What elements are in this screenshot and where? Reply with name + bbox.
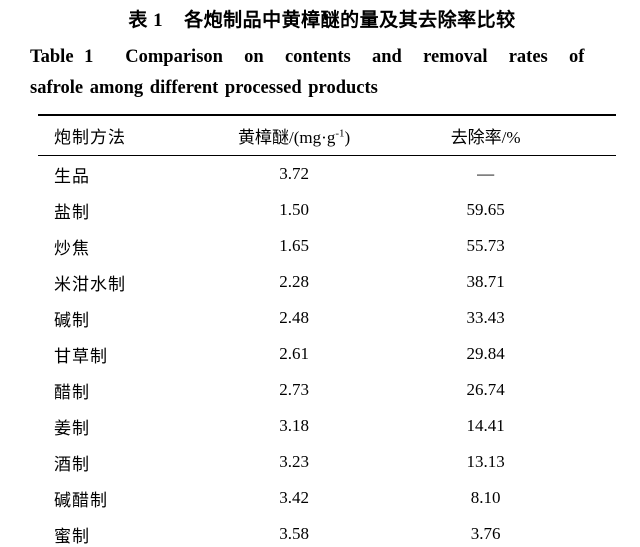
cell-removal: 3.76 xyxy=(470,524,501,543)
cell-method: 酒制 xyxy=(54,454,90,474)
cell-safrole: 2.48 xyxy=(279,308,309,327)
header-safrole-prefix: 黄樟醚/(mg·g xyxy=(238,128,336,147)
cell-removal: 8.10 xyxy=(470,488,501,507)
header-method: 炮制方法 xyxy=(54,128,126,147)
cell-method: 生品 xyxy=(54,166,90,186)
cell-safrole: 3.72 xyxy=(279,164,309,183)
cell-removal: 14.41 xyxy=(466,416,505,435)
safrole-comparison-table: 炮制方法 黄樟醚/(mg·g-1) 去除率/% 生品 3.72 — 盐制 1.50 59.… xyxy=(38,114,616,547)
cell-method: 碱醋制 xyxy=(54,490,108,510)
cell-method: 米泔水制 xyxy=(54,274,126,294)
cell-safrole: 3.58 xyxy=(279,524,309,543)
table-row: 炒焦 1.65 55.73 xyxy=(38,228,616,264)
table-row: 盐制 1.50 59.65 xyxy=(38,192,616,228)
cell-removal: 55.73 xyxy=(466,236,505,255)
table-title-english-line2: safrole among different processed produc… xyxy=(30,78,378,98)
table-row: 米泔水制 2.28 38.71 xyxy=(38,264,616,300)
cell-method: 甘草制 xyxy=(54,346,108,366)
table-row: 酒制 3.23 13.13 xyxy=(38,444,616,480)
table-title-english: Table 1 Comparison on contents and remov… xyxy=(30,42,614,104)
header-removal: 去除率/% xyxy=(450,128,521,147)
table-title-english-line1: Table 1 Comparison on contents and remov… xyxy=(30,47,585,67)
table-header: 炮制方法 黄樟醚/(mg·g-1) 去除率/% xyxy=(38,115,616,156)
cell-safrole: 3.42 xyxy=(279,488,309,507)
cell-removal: 59.65 xyxy=(466,200,505,219)
table-row: 碱醋制 3.42 8.10 xyxy=(38,480,616,516)
cell-removal: — xyxy=(477,164,495,183)
cell-safrole: 3.18 xyxy=(279,416,309,435)
cell-safrole: 2.28 xyxy=(279,272,309,291)
cell-safrole: 2.73 xyxy=(279,380,309,399)
header-safrole-suffix: ) xyxy=(344,128,351,147)
table-row: 甘草制 2.61 29.84 xyxy=(38,336,616,372)
table-row: 生品 3.72 — xyxy=(38,156,616,193)
cell-safrole: 1.50 xyxy=(279,200,309,219)
cell-safrole: 2.61 xyxy=(279,344,309,363)
table-row: 蜜制 3.58 3.76 xyxy=(38,516,616,547)
table-row: 姜制 3.18 14.41 xyxy=(38,408,616,444)
cell-removal: 29.84 xyxy=(466,344,505,363)
table-row: 碱制 2.48 33.43 xyxy=(38,300,616,336)
header-row: 炮制方法 黄樟醚/(mg·g-1) 去除率/% xyxy=(38,115,616,156)
cell-method: 盐制 xyxy=(54,202,90,222)
header-safrole: 黄樟醚/(mg·g-1) xyxy=(195,115,393,156)
cell-method: 姜制 xyxy=(54,418,90,438)
cell-method: 碱制 xyxy=(54,310,90,330)
cell-method: 蜜制 xyxy=(54,526,90,546)
cell-removal: 38.71 xyxy=(466,272,505,291)
cell-removal: 33.43 xyxy=(466,308,505,327)
header-safrole-superscript: -1 xyxy=(335,127,345,140)
cell-safrole: 3.23 xyxy=(279,452,309,471)
cell-safrole: 1.65 xyxy=(279,236,309,255)
table-body: 生品 3.72 — 盐制 1.50 59.65 炒焦 1.65 55.73 米泔水制 2.28 38.… xyxy=(38,156,616,547)
cell-removal: 26.74 xyxy=(466,380,505,399)
table-title-chinese: 表 1 各炮制品中黄樟醚的量及其去除率比较 xyxy=(128,10,516,31)
cell-method: 炒焦 xyxy=(54,238,90,258)
cell-method: 醋制 xyxy=(54,382,90,402)
table-row: 醋制 2.73 26.74 xyxy=(38,372,616,408)
cell-removal: 13.13 xyxy=(466,452,505,471)
